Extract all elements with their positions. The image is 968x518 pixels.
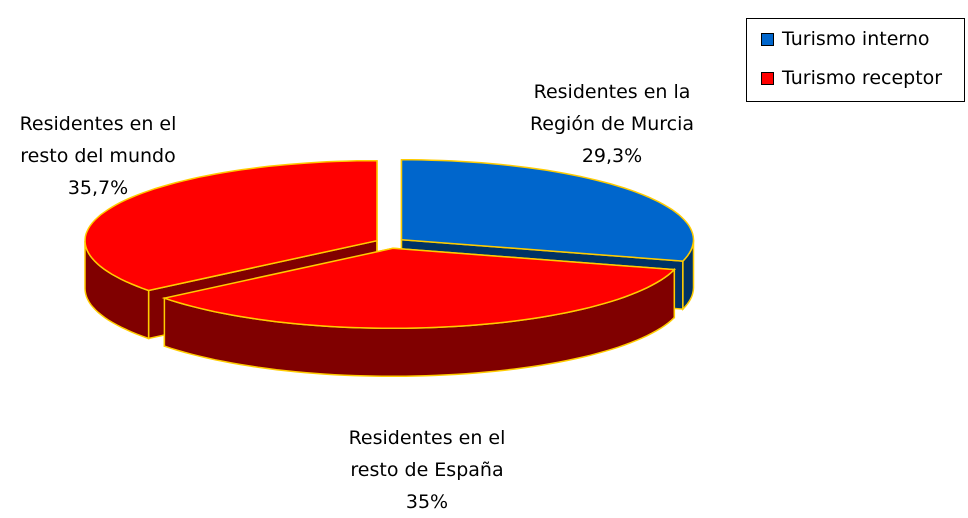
value-label: 29,3% bbox=[581, 145, 643, 167]
legend-label: Turismo interno bbox=[782, 28, 930, 50]
data-label: Residentes en el resto de España 35% bbox=[322, 422, 532, 518]
legend-label: Turismo receptor bbox=[782, 67, 943, 89]
category-label: Residentes en la Región de Murcia bbox=[529, 81, 695, 135]
value-label: 35% bbox=[405, 491, 449, 513]
legend-swatch bbox=[761, 32, 774, 46]
category-label: Residentes en el resto de España bbox=[348, 427, 506, 481]
legend: Turismo interno Turismo receptor bbox=[746, 18, 965, 102]
slice bbox=[400, 158, 695, 262]
legend-item: Turismo receptor bbox=[761, 66, 942, 90]
value-label: 35,7% bbox=[67, 177, 129, 199]
legend-swatch bbox=[761, 71, 774, 85]
data-label: Residentes en el resto del mundo 35,7% bbox=[0, 108, 203, 204]
slice bbox=[161, 247, 677, 330]
legend-item: Turismo interno bbox=[761, 27, 930, 51]
slice bbox=[84, 159, 378, 292]
data-label: Residentes en la Región de Murcia 29,3% bbox=[507, 76, 717, 172]
category-label: Residentes en el resto del mundo bbox=[19, 113, 177, 167]
